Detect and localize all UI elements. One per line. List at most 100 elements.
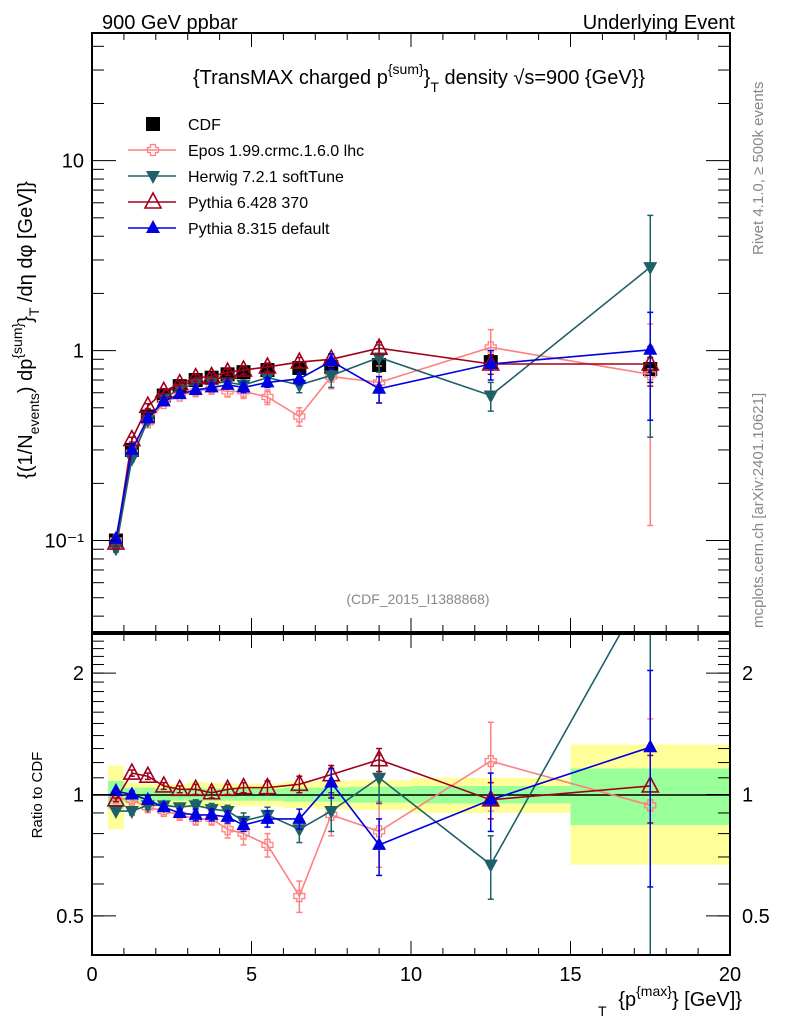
data-point	[483, 859, 498, 873]
data-point	[261, 838, 274, 852]
data-point	[372, 836, 387, 850]
data-point	[124, 453, 139, 467]
title-mid: }	[424, 67, 431, 89]
rivet-version-label: Rivet 4.1.0, ≥ 500k events	[750, 82, 767, 255]
data-point	[186, 778, 206, 797]
data-point	[324, 806, 339, 820]
series-pythia-8-315-default	[108, 311, 658, 544]
data-point	[154, 775, 174, 793]
data-point	[234, 359, 253, 377]
data-point	[260, 374, 275, 388]
y-tick-label-right: 1	[742, 785, 753, 807]
data-point	[170, 778, 190, 797]
header-left-label: 900 GeV ppbar	[102, 12, 238, 34]
data-point	[324, 353, 339, 367]
data-point	[172, 804, 187, 818]
legend-item: Epos 1.99.crmc.1.6.0 lhc	[128, 143, 364, 160]
legend-item: Pythia 6.428 370	[128, 191, 308, 212]
legend-item: CDF	[146, 117, 221, 134]
data-point	[188, 806, 203, 820]
data-point	[484, 341, 497, 354]
legend-label: Pythia 6.428 370	[188, 195, 308, 212]
legend-label: Pythia 8.315 default	[188, 221, 330, 238]
data-point	[483, 356, 498, 370]
legend-label: Epos 1.99.crmc.1.6.0 lhc	[188, 143, 364, 160]
series-pythia-6-428-370	[106, 747, 660, 824]
data-point	[324, 370, 339, 384]
main-y-axis-label: {(1/Nevents) dp{sum}}T /dη dφ [GeV]}	[9, 181, 42, 479]
data-point	[292, 810, 307, 824]
title-pre: {TransMAX charged p	[193, 67, 388, 89]
data-point	[260, 810, 275, 824]
data-point	[221, 823, 234, 836]
y-tick-label: 1	[73, 785, 84, 807]
ratio-panel: 0 5 10 15 20 0.5 0.5 1 1 2 2 Ratio to CDF {p{max}}…	[29, 633, 770, 1019]
x-tick-label: 5	[246, 964, 257, 986]
mcplots-label: mcplots.cern.ch [arXiv:2401.10621]	[750, 393, 767, 628]
data-point	[643, 341, 658, 355]
data-point	[140, 791, 155, 805]
data-point	[108, 783, 123, 797]
data-point	[483, 390, 498, 404]
data-point	[290, 773, 309, 792]
data-point	[372, 380, 387, 394]
series-pythia-8-315-default	[108, 669, 658, 888]
data-point	[202, 782, 221, 800]
data-point	[236, 817, 251, 831]
data-point	[644, 368, 657, 381]
data-point	[369, 337, 389, 355]
legend-label: CDF	[188, 117, 221, 134]
data-point	[140, 410, 155, 424]
legend-marker	[146, 117, 160, 131]
ratio-uncertainty-bands	[107, 744, 730, 865]
main-axes: 10⁻¹ 1 10	[45, 33, 731, 632]
data-point	[372, 352, 387, 366]
y-tick-label: 0.5	[56, 906, 84, 928]
data-point	[188, 382, 203, 396]
y-tick-label-right: 0.5	[742, 906, 770, 928]
data-point	[372, 825, 386, 838]
data-point	[188, 800, 203, 814]
data-point	[293, 410, 306, 423]
x-tick-label: 10	[400, 964, 422, 986]
data-point	[108, 806, 123, 820]
y-tick-label: 10	[62, 151, 84, 173]
data-point	[483, 791, 498, 805]
data-point	[204, 806, 219, 820]
data-point	[220, 376, 235, 390]
data-point	[124, 441, 139, 455]
data-point	[643, 739, 658, 753]
x-axis-label-subscript: T	[598, 1003, 607, 1019]
y-tick-label-right: 2	[742, 663, 753, 685]
data-point	[172, 386, 187, 400]
x-axis-label: {p{max}} [GeV]}	[618, 983, 742, 1011]
series-herwig-7-2-1-softtune	[108, 214, 658, 557]
data-point	[258, 776, 277, 795]
title-sup: {sum}	[388, 61, 424, 77]
data-point	[293, 889, 306, 903]
data-point	[122, 762, 142, 780]
legend-item: Herwig 7.2.1 softTune	[128, 169, 344, 186]
title-post: density √s=900 {GeV}}	[439, 67, 645, 89]
data-point	[124, 806, 139, 820]
data-point	[258, 356, 277, 374]
data-point	[292, 370, 307, 384]
legend-marker	[146, 143, 160, 157]
legend-marker	[143, 191, 163, 209]
data-point	[261, 390, 274, 404]
legend-item: Pythia 8.315 default	[128, 220, 330, 238]
data-point	[643, 262, 658, 276]
data-point	[369, 748, 389, 767]
x-tick-label: 0	[86, 964, 97, 986]
legend-label: Herwig 7.2.1 softTune	[188, 169, 344, 186]
data-point	[156, 393, 171, 407]
data-point	[372, 772, 387, 786]
data-point	[484, 754, 497, 768]
data-point	[156, 799, 171, 813]
svg-text:{(1/Nevents) dp{sum}}T /dη dφ: {(1/Nevents) dp{sum}}T /dη dφ [GeV]}	[9, 181, 42, 479]
header-right-label: Underlying Event	[583, 12, 736, 34]
data-point	[292, 824, 307, 838]
legend-marker	[146, 171, 160, 184]
analysis-annotation: (CDF_2015_I1388868)	[346, 591, 489, 607]
data-point	[138, 765, 158, 784]
